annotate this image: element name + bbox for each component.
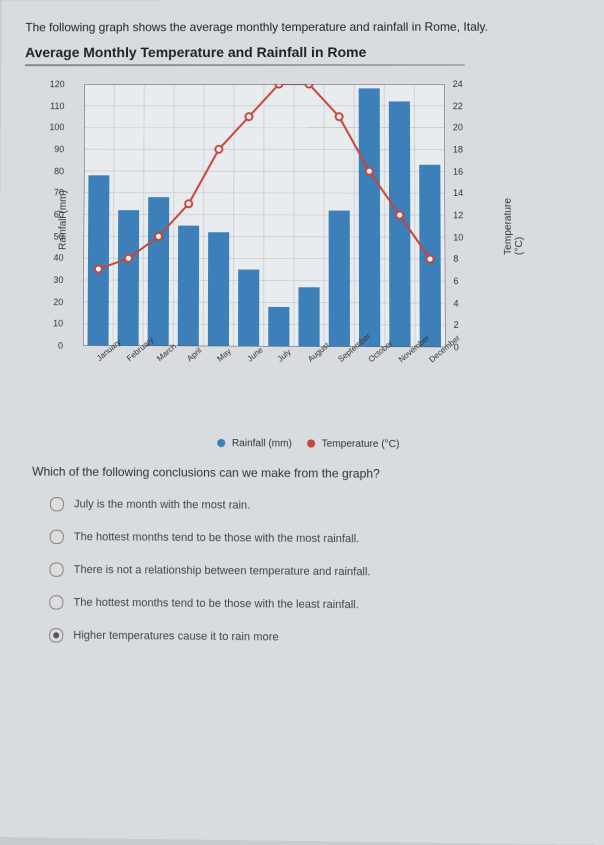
chart-area: Rainfall (mm) Temperature (°C) 120110100… bbox=[43, 84, 507, 409]
option-3[interactable]: The hottest months tend to be those with… bbox=[49, 595, 585, 614]
x-labels: JanuaryFebruaryMarchAprilMayJuneJulyAugu… bbox=[83, 348, 446, 350]
legend-rainfall-dot bbox=[217, 439, 225, 447]
option-4[interactable]: Higher temperatures cause it to rain mor… bbox=[49, 628, 586, 647]
chart-title: Average Monthly Temperature and Rainfall… bbox=[25, 44, 582, 61]
y-axis-right: 242220181614121086420 bbox=[453, 84, 454, 347]
intro-text: The following graph shows the average mo… bbox=[25, 20, 581, 35]
title-underline bbox=[25, 64, 465, 66]
radio-3[interactable] bbox=[49, 595, 63, 609]
legend-rainfall-label: Rainfall (mm) bbox=[232, 438, 292, 450]
option-text-0: July is the month with the most rain. bbox=[74, 498, 250, 512]
option-1[interactable]: The hottest months tend to be those with… bbox=[50, 530, 586, 548]
option-0[interactable]: July is the month with the most rain. bbox=[50, 497, 585, 515]
radio-4[interactable] bbox=[49, 628, 63, 643]
radio-0[interactable] bbox=[50, 497, 64, 511]
option-text-3: The hottest months tend to be those with… bbox=[73, 596, 358, 611]
options-group: July is the month with the most rain. The… bbox=[49, 497, 586, 647]
option-text-1: The hottest months tend to be those with… bbox=[74, 531, 360, 545]
option-2[interactable]: There is not a relationship between temp… bbox=[49, 562, 585, 581]
y-right-label: Temperature (°C) bbox=[503, 198, 526, 255]
option-text-4: Higher temperatures cause it to rain mor… bbox=[73, 629, 278, 643]
chart-svg bbox=[83, 84, 446, 347]
radio-1[interactable] bbox=[50, 530, 64, 544]
legend-temp-dot bbox=[307, 440, 315, 448]
legend-temp-label: Temperature (°C) bbox=[322, 438, 400, 450]
legend: Rainfall (mm) Temperature (°C) bbox=[22, 437, 584, 452]
option-text-2: There is not a relationship between temp… bbox=[74, 564, 371, 579]
question-text: Which of the following conclusions can w… bbox=[32, 464, 585, 482]
radio-2[interactable] bbox=[49, 562, 63, 576]
